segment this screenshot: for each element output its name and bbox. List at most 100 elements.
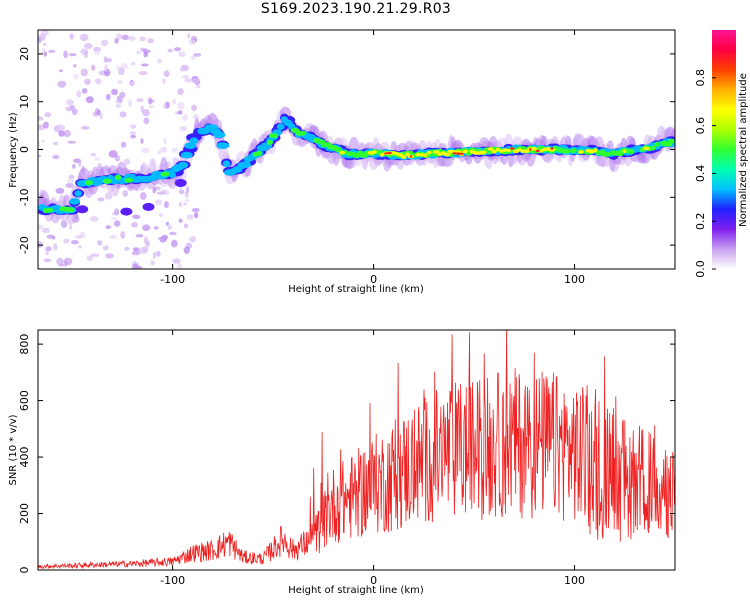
ridge-blob [542, 147, 548, 152]
noise-blob [157, 149, 162, 155]
ridge-blob [462, 149, 469, 154]
snr-xlabel: Height of straight line (km) [288, 585, 424, 596]
spectrogram-ytick-label: 10 [18, 95, 31, 109]
noise-blob [186, 186, 190, 194]
noise-blob [90, 253, 100, 257]
ridge-blob [506, 148, 511, 153]
ridge-blob [443, 152, 451, 157]
ridge-blob [459, 152, 464, 155]
noise-blob [99, 113, 103, 120]
noise-blob [80, 68, 89, 77]
ridge-blob [491, 149, 497, 154]
noise-blob [127, 36, 136, 41]
noise-blob [141, 63, 149, 67]
colorbar-tick-label: 0.6 [694, 117, 707, 135]
noise-blob [111, 88, 118, 96]
noise-blob [69, 224, 73, 230]
noise-blob [68, 53, 77, 57]
noise-blob [130, 62, 136, 65]
ridge-blob [397, 153, 403, 157]
snr-series-line [38, 330, 675, 570]
noise-blob [43, 121, 49, 129]
noise-blob [178, 51, 186, 57]
colorbar-tick-label: 0.0 [694, 260, 707, 278]
ridge-blob [628, 149, 635, 155]
noise-blob [93, 46, 102, 52]
noise-blob [130, 124, 137, 129]
snr-ytick-label: 200 [18, 503, 31, 524]
snr-xtick-label: 0 [370, 574, 377, 587]
noise-blob [48, 49, 56, 54]
noise-blob [152, 187, 157, 194]
spectrogram-ytick-label: 0 [18, 146, 31, 153]
noise-blob [42, 42, 47, 46]
noise-blob [131, 222, 138, 228]
ridge-blob [216, 142, 230, 149]
noise-blob [167, 225, 172, 230]
spectrogram-ylabel: Frequency (Hz) [8, 112, 19, 188]
noise-blob [189, 236, 196, 243]
spectrogram-ytick-label: -20 [18, 236, 31, 254]
noise-blob [171, 239, 178, 248]
ridge-blob [184, 142, 197, 149]
ridge-blob [454, 150, 462, 154]
noise-blob [115, 104, 122, 108]
ridge-blob [520, 149, 526, 153]
ridge-blob [495, 147, 500, 152]
ridge-blob [124, 177, 134, 183]
noise-blob [132, 247, 140, 252]
noise-blob [38, 154, 42, 158]
noise-blob [81, 126, 90, 130]
noise-blob [192, 78, 200, 84]
noise-blob [176, 262, 182, 269]
noise-blob [172, 98, 176, 105]
noise-blob [104, 64, 108, 72]
noise-blob [183, 246, 190, 254]
snr-xtick-label: 100 [564, 574, 585, 587]
noise-blob [119, 111, 127, 118]
noise-blob [184, 77, 193, 83]
noise-blob [143, 117, 150, 125]
noise-blob [63, 238, 70, 244]
noise-blob [66, 178, 75, 184]
ridge-blob [654, 141, 660, 147]
colorbar-gradient [712, 30, 736, 269]
noise-blob [121, 34, 129, 41]
noise-blob [188, 39, 196, 45]
noise-blob [193, 53, 202, 57]
noise-blob [85, 96, 94, 104]
spectrogram-xtick-label: 0 [370, 273, 377, 286]
noise-blob [183, 223, 189, 229]
noise-blob [58, 69, 63, 73]
noise-blob [97, 240, 103, 246]
colorbar-tick-label: 0.4 [694, 165, 707, 183]
ridge-blob [593, 148, 598, 152]
noise-blob [79, 33, 89, 42]
noise-blob [157, 58, 163, 64]
noise-blob [56, 124, 66, 131]
snr-frame [37, 329, 676, 571]
noise-blob [118, 68, 125, 76]
noise-blob [122, 190, 129, 197]
noise-blob [90, 216, 99, 222]
noise-blob [38, 142, 41, 147]
noise-blob [65, 183, 74, 188]
noise-blob [136, 98, 144, 103]
noise-blob [38, 33, 46, 41]
noise-blob [179, 126, 187, 132]
noise-blob [95, 78, 102, 85]
noise-blob [132, 214, 141, 219]
noise-blob [90, 153, 97, 157]
noise-blob [178, 218, 183, 223]
spectrogram-xtick-label: -100 [160, 273, 185, 286]
spectrogram-ytick-label: 20 [18, 47, 31, 61]
ridge-blob [379, 153, 385, 157]
ridge-blob [487, 147, 494, 151]
noise-blob [163, 103, 167, 109]
ridge-blob [298, 130, 307, 136]
noise-blob [160, 146, 168, 153]
noise-blob [46, 234, 55, 239]
noise-blob [108, 150, 118, 158]
noise-blob [71, 240, 79, 245]
